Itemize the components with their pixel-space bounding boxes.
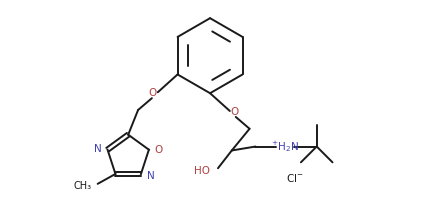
- Text: O: O: [155, 145, 163, 155]
- Text: CH₃: CH₃: [74, 181, 92, 191]
- Text: N: N: [94, 144, 101, 154]
- Text: O: O: [149, 88, 157, 98]
- Text: $^{+}$H$_2$N: $^{+}$H$_2$N: [271, 139, 299, 154]
- Text: HO: HO: [194, 166, 210, 176]
- Text: N: N: [147, 171, 155, 181]
- Text: O: O: [230, 107, 239, 117]
- Text: Cl$^{-}$: Cl$^{-}$: [286, 172, 304, 184]
